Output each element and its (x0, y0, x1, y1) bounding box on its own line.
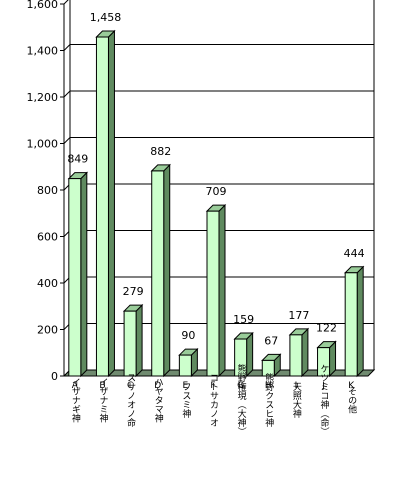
bar-front (234, 338, 248, 377)
data-label: 159 (233, 313, 254, 326)
data-label: 90 (181, 329, 195, 342)
data-labels: 849 1,458 279 882 90 709 159 67 177 122 444 (67, 11, 364, 347)
y-tick-label: 1,400 (27, 45, 59, 58)
y-tick-label: 600 (37, 231, 58, 244)
bar-side (163, 163, 171, 378)
category-name: イザナミ神 (97, 378, 108, 424)
category-letter: A (72, 381, 79, 391)
data-label: 1,458 (90, 11, 122, 24)
data-label: 67 (264, 334, 278, 347)
bar-G (233, 331, 254, 378)
y-tick-label: 800 (37, 184, 58, 197)
bar-side (301, 327, 309, 378)
category-name: ケツミコ神（命） (319, 364, 330, 436)
y-tick-label: 1,000 (27, 138, 59, 151)
bar-front (206, 210, 220, 377)
bar-K (343, 265, 365, 378)
bar-D (150, 163, 171, 378)
category-letter: G (237, 381, 244, 391)
bar-I (288, 327, 310, 378)
grid-line-side (63, 137, 71, 144)
y-tick-label: 1,200 (27, 91, 59, 104)
bar-F (205, 203, 227, 378)
grid-line-side (63, 0, 69, 5)
y-tick-label: 1,600 (27, 0, 59, 11)
bar-front (261, 359, 275, 377)
bar-side (107, 29, 115, 378)
data-label: 279 (123, 285, 144, 298)
grid-line-side (63, 44, 71, 51)
bar-front (95, 36, 109, 377)
data-label: 122 (316, 322, 337, 335)
category-letter: F (210, 381, 215, 391)
bar-side (246, 331, 254, 378)
category-letter: H (265, 381, 272, 391)
data-label: 444 (344, 247, 365, 260)
category-letter: D (154, 381, 161, 391)
bars (67, 29, 365, 378)
bar-J (316, 340, 337, 378)
category-name: コトサカノオ (208, 373, 219, 427)
y-tick-label: 400 (37, 277, 58, 290)
category-letter: K (348, 381, 355, 391)
data-label: 849 (67, 153, 88, 166)
bar-side (218, 203, 226, 378)
bar-B (95, 29, 116, 378)
bar-C (122, 303, 144, 378)
category-name: スサノオノ命 (125, 373, 136, 428)
category-letter: J (321, 381, 325, 391)
bar-front (68, 178, 82, 377)
y-tick-label: 200 (37, 324, 58, 337)
bar-front (151, 170, 165, 377)
category-name: 熊野権現（大神） (236, 363, 247, 436)
category-letter: I (295, 381, 298, 391)
category-name: 熊野クスヒ神 (263, 372, 274, 428)
bar-side (135, 303, 143, 378)
category-name: イザナギ神 (70, 378, 81, 424)
bar-side (80, 171, 88, 378)
category-name: その他 (346, 386, 357, 414)
bar-front (344, 272, 358, 377)
category-letter: E (183, 381, 189, 391)
bar-front (123, 310, 137, 377)
bar-H (261, 353, 282, 378)
data-label: 882 (150, 145, 171, 158)
bar-front (317, 347, 331, 377)
grid-line-side (63, 90, 71, 98)
category-letter: C (127, 381, 133, 391)
bar-front (289, 334, 303, 377)
bar-front (178, 354, 192, 377)
bar-side (356, 265, 364, 378)
bar-A (67, 171, 89, 378)
category-letter: B (99, 381, 105, 391)
category-name: 天照大神 (291, 382, 302, 419)
data-label: 709 (206, 185, 227, 198)
category-name: ハヤタマ神 (153, 378, 164, 424)
bar-E (178, 347, 199, 378)
category-name: フスミ神 (180, 382, 191, 419)
y-tick-label: 0 (51, 370, 58, 383)
data-label: 177 (288, 309, 309, 322)
